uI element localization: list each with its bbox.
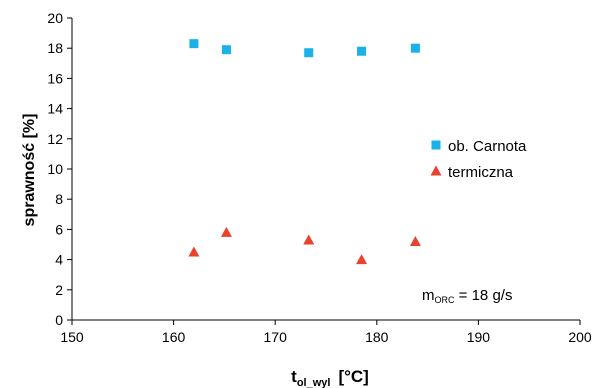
y-tick-label: 20	[47, 10, 63, 26]
x-tick-label: 150	[60, 329, 84, 345]
y-tick-label: 8	[55, 191, 63, 207]
y-tick-label: 4	[55, 252, 63, 268]
x-axis-label-main: t	[291, 367, 297, 386]
data-point	[188, 246, 200, 257]
y-tick-label: 14	[47, 101, 63, 117]
y-tick-label: 6	[55, 221, 63, 237]
data-point	[221, 45, 231, 55]
data-point	[189, 39, 199, 49]
x-tick-label: 200	[568, 329, 592, 345]
data-marks	[188, 39, 421, 265]
annotation-rest: = 18 g/s	[455, 287, 513, 304]
y-tick-label: 10	[47, 161, 63, 177]
legend-marker	[430, 165, 442, 176]
data-point	[410, 43, 420, 53]
annotation-subscript: ORC	[435, 295, 456, 305]
y-tick-label: 0	[55, 312, 63, 328]
x-tick-label: 180	[365, 329, 389, 345]
y-axis-ticks: 0 2 4 6 8 10 12 14 16 18 20	[47, 10, 72, 328]
legend-item: termiczna	[430, 164, 514, 181]
y-tick-label: 2	[55, 282, 63, 298]
x-axis-label-unit: [°C]	[338, 367, 368, 386]
mass-flow-annotation: mORC = 18 g/s	[422, 287, 512, 305]
data-point	[356, 254, 368, 265]
x-axis-label: tol_wyl [°C]	[291, 367, 369, 388]
y-axis-label: sprawność [%]	[21, 114, 38, 227]
annotation-main: m	[422, 287, 435, 304]
data-point	[220, 226, 232, 237]
y-tick-label: 16	[47, 70, 63, 86]
x-tick-label: 170	[264, 329, 288, 345]
x-axis-label-subscript: ol_wyl	[297, 377, 331, 388]
data-point	[409, 235, 421, 246]
legend-label: ob. Carnota	[448, 138, 527, 155]
x-axis-ticks: 150 160 170 180 190 200	[60, 320, 592, 345]
legend-item: ob. Carnota	[431, 138, 527, 155]
x-tick-label: 160	[162, 329, 186, 345]
legend-label: termiczna	[448, 164, 514, 181]
series-carnot	[189, 39, 420, 58]
series-thermal	[188, 226, 421, 265]
legend: ob. Carnota termiczna	[430, 138, 527, 181]
legend-marker	[431, 140, 441, 150]
data-point	[303, 234, 315, 245]
y-tick-label: 18	[47, 40, 63, 56]
y-tick-label: 12	[47, 131, 63, 147]
data-point	[357, 46, 367, 56]
x-tick-label: 190	[467, 329, 491, 345]
data-point	[304, 48, 314, 58]
